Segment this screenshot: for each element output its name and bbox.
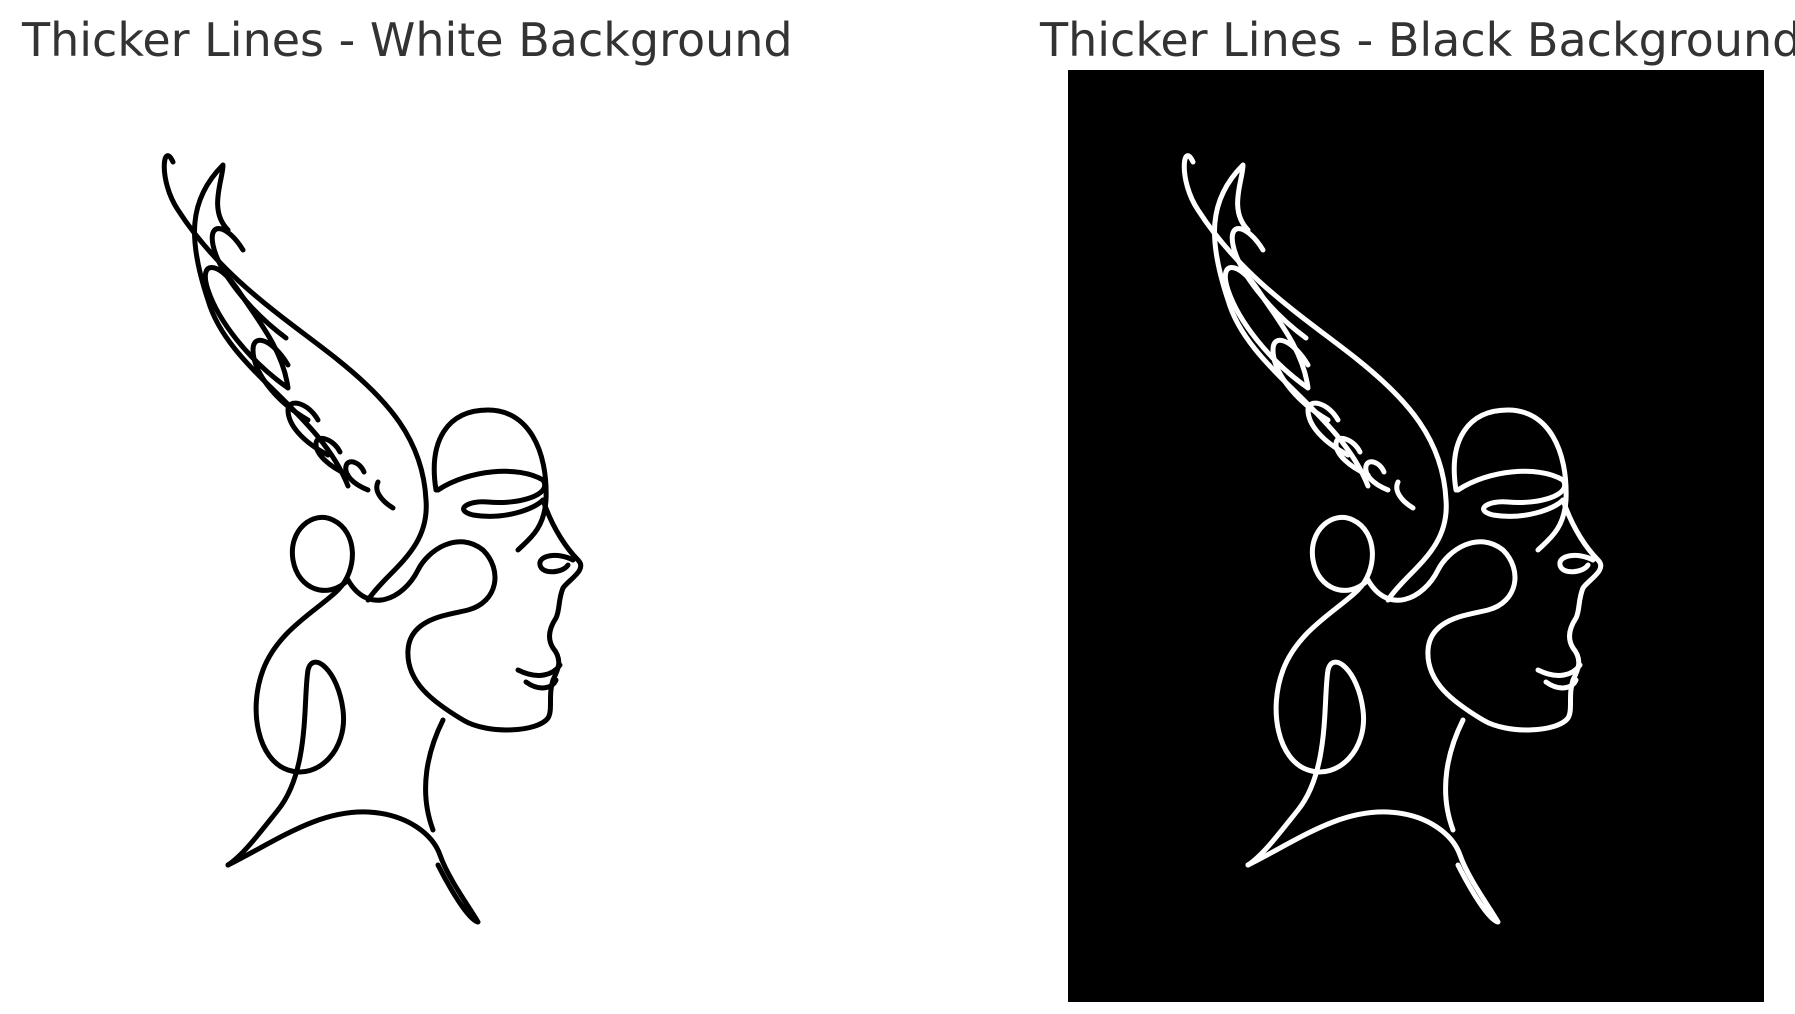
panel-title-right: Thicker Lines - Black Background (1040, 13, 1795, 67)
image-panel-black-background (1068, 70, 1764, 1002)
image-panel-white-background (48, 70, 744, 1002)
line-art-face-with-wing-icon (1181, 153, 1604, 925)
line-art-face-with-wing-icon (161, 153, 584, 925)
panel-title-left: Thicker Lines - White Background (22, 13, 793, 67)
